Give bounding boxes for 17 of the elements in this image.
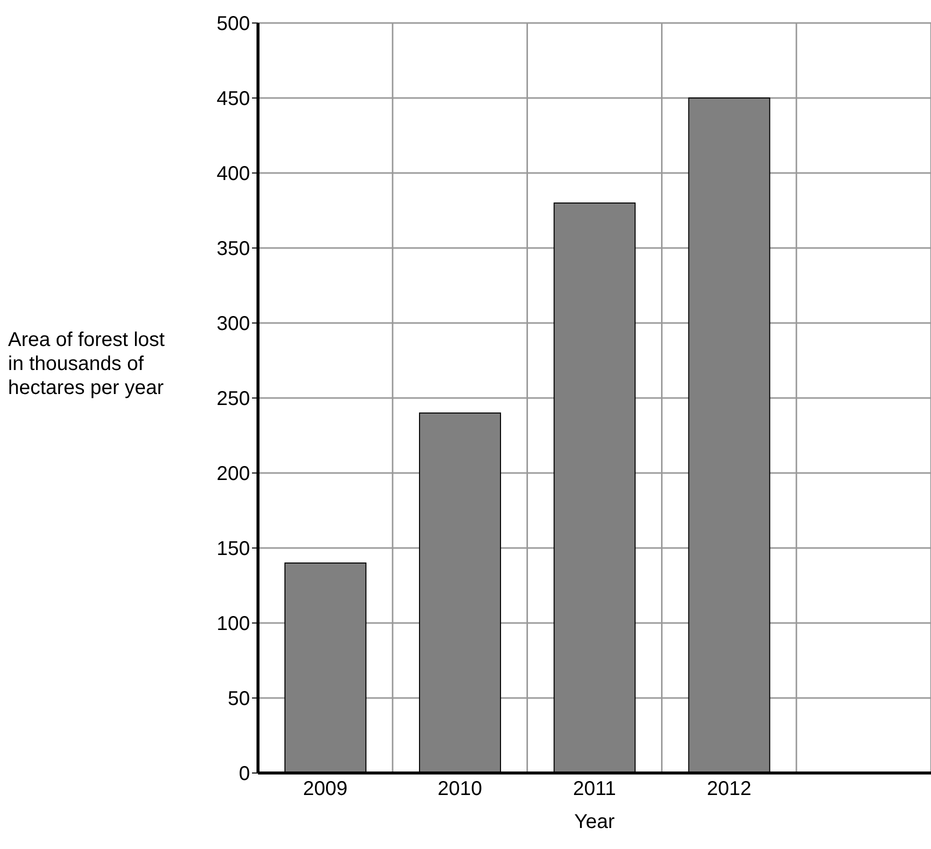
y-tick-label: 250 bbox=[216, 388, 250, 410]
y-tick-label: 100 bbox=[216, 613, 250, 636]
y-tick-label: 50 bbox=[228, 688, 250, 710]
y-tick-label: 300 bbox=[216, 313, 250, 336]
x-tick-label: 2010 bbox=[438, 778, 482, 800]
x-tick-label: 2009 bbox=[303, 778, 348, 800]
y-tick-label: 0 bbox=[238, 763, 250, 786]
y-tick-label: 450 bbox=[216, 88, 250, 110]
x-tick-label: 2012 bbox=[706, 778, 752, 800]
x-axis-title: Year bbox=[574, 811, 616, 833]
y-tick-label: 350 bbox=[216, 238, 250, 260]
y-tick-label: 500 bbox=[216, 13, 250, 36]
x-tick-label: 2011 bbox=[572, 778, 616, 800]
y-tick-label: 150 bbox=[216, 538, 250, 560]
y-tick-label: 400 bbox=[216, 163, 250, 186]
y-axis-title: Area of forest lost in thousands of hectares per year bbox=[8, 328, 166, 400]
y-tick-label: 200 bbox=[216, 463, 250, 486]
